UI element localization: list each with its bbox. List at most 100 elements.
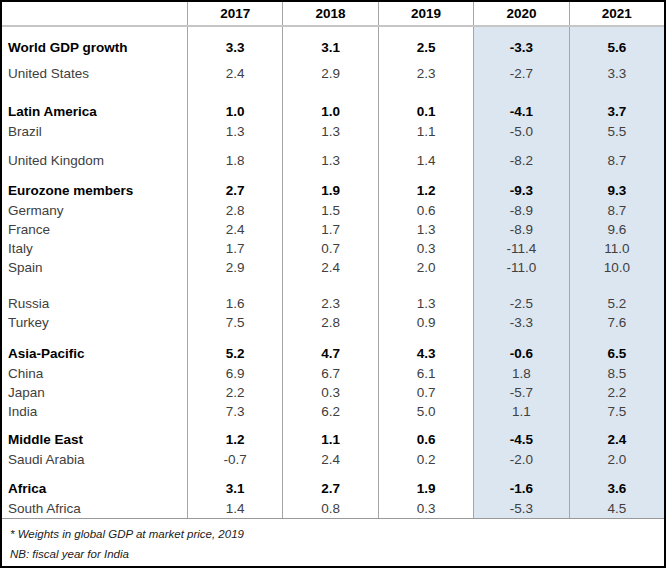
value-cell-2019: 1.9 — [378, 478, 473, 499]
spacer-cell — [378, 141, 473, 151]
value-cell-2017: 5.2 — [187, 343, 282, 364]
value-cell-2017: 1.7 — [187, 239, 282, 258]
value-cell-2020: -4.5 — [473, 429, 568, 450]
spacer-cell — [569, 469, 664, 478]
value-cell-2021: 6.5 — [569, 343, 664, 364]
value-cell-2021: 5.6 — [569, 37, 664, 58]
group-spacer — [2, 27, 664, 37]
value-cell-2019: 0.7 — [378, 383, 473, 402]
row-label: India — [2, 402, 187, 421]
spacer-cell — [473, 141, 568, 151]
row-label: Saudi Arabia — [2, 450, 187, 469]
value-cell-2019: 2.5 — [378, 37, 473, 58]
value-cell-2017: 2.2 — [187, 383, 282, 402]
value-cell-2018: 1.0 — [282, 101, 377, 122]
value-cell-2020: -5.3 — [473, 499, 568, 518]
value-cell-2018: 1.1 — [282, 429, 377, 450]
value-cell-2018: 1.9 — [282, 180, 377, 201]
value-cell-2017: 3.3 — [187, 37, 282, 58]
value-cell-2018: 2.4 — [282, 450, 377, 469]
table-row: Germany2.81.50.6-8.98.7 — [2, 201, 664, 220]
value-cell-2019: 2.3 — [378, 64, 473, 83]
value-cell-2017: 1.8 — [187, 151, 282, 170]
row-label — [2, 83, 187, 101]
value-cell-2019: 5.0 — [378, 402, 473, 421]
spacer-cell — [569, 83, 664, 101]
value-cell-2019: 0.1 — [378, 101, 473, 122]
value-cell-2020: -5.0 — [473, 122, 568, 141]
value-cell-2019: 1.3 — [378, 294, 473, 313]
spacer-cell — [378, 332, 473, 343]
value-cell-2017: 2.4 — [187, 220, 282, 239]
row-label: Eurozone members — [2, 180, 187, 201]
spacer-cell — [473, 421, 568, 429]
value-cell-2020: -1.6 — [473, 478, 568, 499]
row-label: France — [2, 220, 187, 239]
table-row: Brazil1.31.31.1-5.05.5 — [2, 122, 664, 141]
table-header-row: 2017 2018 2019 2020 2021 — [2, 2, 664, 27]
value-cell-2019: 1.4 — [378, 151, 473, 170]
footnotes: * Weights in global GDP at market price,… — [2, 518, 664, 564]
spacer-cell — [282, 277, 377, 294]
value-cell-2018: 1.5 — [282, 201, 377, 220]
row-label: Middle East — [2, 429, 187, 450]
spacer-cell — [282, 469, 377, 478]
row-label: Asia-Pacific — [2, 343, 187, 364]
table-row: India7.36.25.01.17.5 — [2, 402, 664, 421]
table-row: Africa3.12.71.9-1.63.6 — [2, 478, 664, 499]
column-header-2021: 2021 — [569, 2, 664, 25]
spacer-cell — [187, 469, 282, 478]
value-cell-2018: 2.3 — [282, 294, 377, 313]
value-cell-2021: 3.6 — [569, 478, 664, 499]
table-row: World GDP growth3.33.12.5-3.35.6 — [2, 37, 664, 58]
spacer-cell — [569, 170, 664, 180]
value-cell-2019: 4.3 — [378, 343, 473, 364]
value-cell-2018: 0.3 — [282, 383, 377, 402]
value-cell-2021: 11.0 — [569, 239, 664, 258]
group-spacer — [2, 83, 664, 101]
value-cell-2020: -2.7 — [473, 64, 568, 83]
value-cell-2021: 10.0 — [569, 258, 664, 277]
value-cell-2017: 1.3 — [187, 122, 282, 141]
value-cell-2018: 2.9 — [282, 64, 377, 83]
row-label: Japan — [2, 383, 187, 402]
row-label — [2, 170, 187, 180]
group-spacer — [2, 332, 664, 343]
table-row: France2.41.71.3-8.99.6 — [2, 220, 664, 239]
row-label: United Kingdom — [2, 151, 187, 170]
value-cell-2019: 2.0 — [378, 258, 473, 277]
value-cell-2019: 0.3 — [378, 239, 473, 258]
spacer-cell — [378, 27, 473, 37]
column-header-2018: 2018 — [282, 2, 377, 25]
table-row: South Africa1.40.80.3-5.34.5 — [2, 499, 664, 518]
value-cell-2018: 1.7 — [282, 220, 377, 239]
table-row: Turkey7.52.80.9-3.37.6 — [2, 313, 664, 332]
row-label: Germany — [2, 201, 187, 220]
row-label — [2, 27, 187, 37]
value-cell-2021: 2.0 — [569, 450, 664, 469]
row-label — [2, 421, 187, 429]
table-row: Italy1.70.70.3-11.411.0 — [2, 239, 664, 258]
value-cell-2020: 1.1 — [473, 402, 568, 421]
value-cell-2020: -0.6 — [473, 343, 568, 364]
value-cell-2019: 1.3 — [378, 220, 473, 239]
footnote-fiscal-year: NB: fiscal year for India — [10, 544, 656, 564]
value-cell-2021: 3.7 — [569, 101, 664, 122]
spacer-cell — [378, 170, 473, 180]
spacer-cell — [282, 27, 377, 37]
value-cell-2017: 2.4 — [187, 64, 282, 83]
spacer-cell — [187, 421, 282, 429]
table-row: Spain2.92.42.0-11.010.0 — [2, 258, 664, 277]
value-cell-2017: 1.0 — [187, 101, 282, 122]
value-cell-2021: 8.7 — [569, 201, 664, 220]
value-cell-2017: 7.3 — [187, 402, 282, 421]
value-cell-2019: 0.2 — [378, 450, 473, 469]
spacer-cell — [569, 141, 664, 151]
value-cell-2017: 2.8 — [187, 201, 282, 220]
spacer-cell — [282, 332, 377, 343]
group-spacer — [2, 141, 664, 151]
spacer-cell — [187, 141, 282, 151]
value-cell-2020: -5.7 — [473, 383, 568, 402]
table-row: China6.96.76.11.88.5 — [2, 364, 664, 383]
column-header-2017: 2017 — [187, 2, 282, 25]
